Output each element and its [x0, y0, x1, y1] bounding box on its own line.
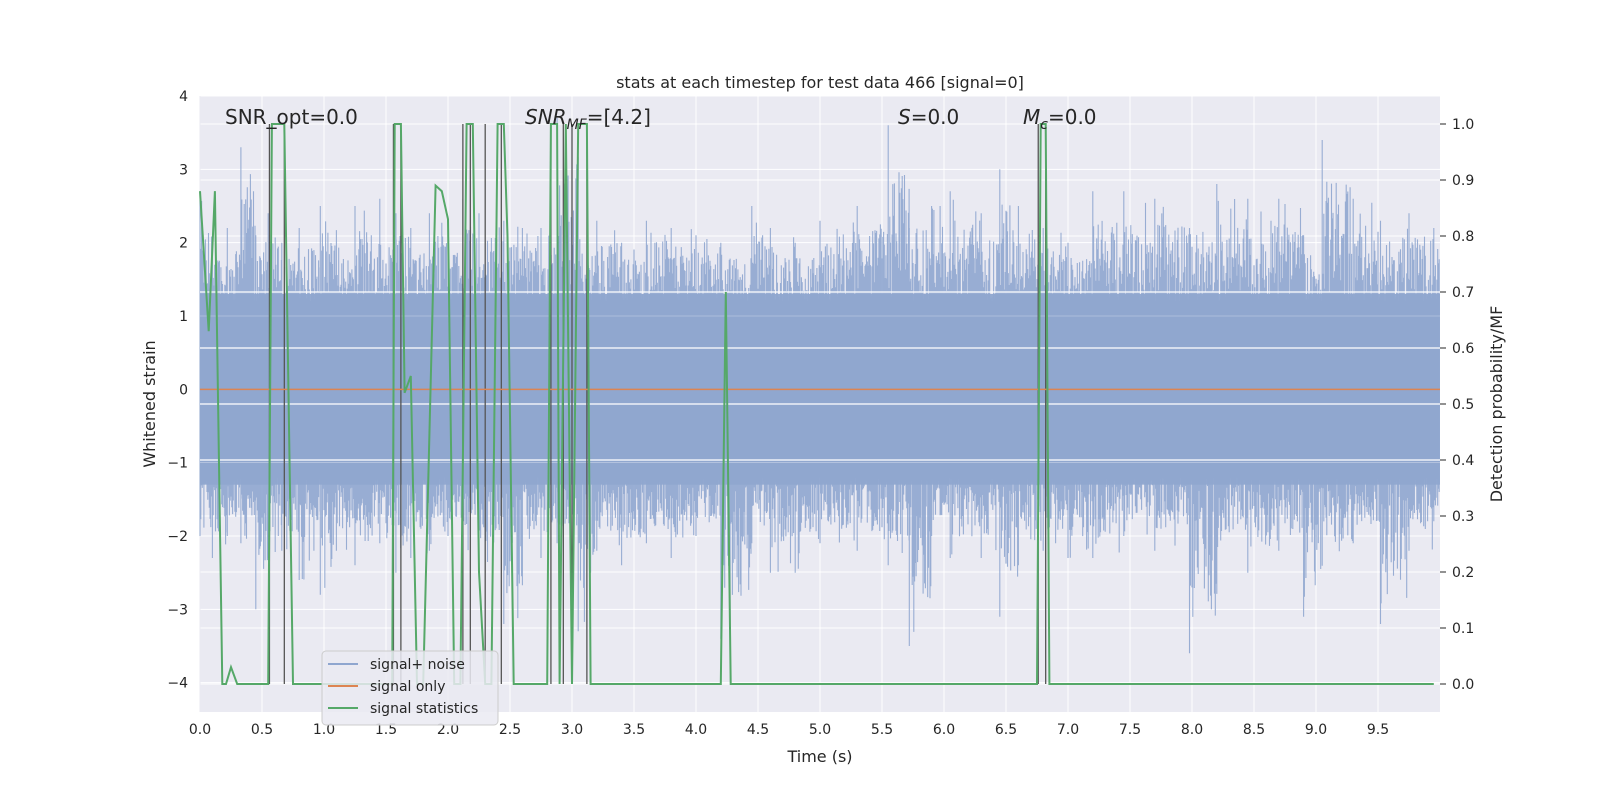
- s-value: =0.0: [911, 105, 960, 129]
- x-tick-label: 0.5: [251, 722, 273, 738]
- x-tick-label: 9.5: [1367, 722, 1389, 738]
- x-tick-label: 6.0: [933, 722, 955, 738]
- y-left-tick-label: −3: [167, 602, 188, 618]
- legend: signal+ noise signal only signal statist…: [321, 650, 499, 726]
- y-right-tick-label: 0.8: [1452, 229, 1474, 245]
- x-tick-label: 5.5: [871, 722, 893, 738]
- x-tick-label: 5.0: [809, 722, 831, 738]
- y-right-tick-label: 0.3: [1452, 509, 1474, 525]
- signal-statistics-line: [199, 123, 1434, 685]
- y-axis-right-label: Detection probability/MF: [1487, 306, 1506, 503]
- y-right-tick-label: 0.2: [1452, 565, 1474, 581]
- x-tick-label: 7.0: [1057, 722, 1079, 738]
- x-axis-label: Time (s): [786, 747, 852, 766]
- mc-value: =0.0: [1048, 105, 1097, 129]
- annotation-mc: Mc=0.0: [1023, 105, 1097, 133]
- legend-label-stats: signal statistics: [370, 701, 478, 717]
- legend-label-signal: signal only: [370, 679, 445, 695]
- y-axis-right-ticks: 1.0 0.9 0.8 0.7 0.6 0.5 0.4 0.3 0.2 0.1 0.0: [1440, 117, 1474, 693]
- legend-box: [321, 650, 499, 726]
- y-left-tick-label: −4: [167, 676, 188, 692]
- y-left-tick-label: 3: [179, 162, 188, 178]
- x-tick-label: 2.5: [499, 722, 521, 738]
- snr-mf-sub: MF: [567, 117, 588, 133]
- chart-title: stats at each timestep for test data 466…: [616, 73, 1024, 92]
- x-tick-label: 8.0: [1181, 722, 1203, 738]
- x-tick-label: 1.5: [375, 722, 397, 738]
- mc-sub: c: [1040, 117, 1048, 133]
- mc-prefix: M: [1023, 105, 1040, 129]
- x-axis-ticks: 0.0 0.5 1.0 1.5 2.0 2.5 3.0 3.5 4.0 4.5 5.0 5.5 6.0 6…: [189, 722, 1389, 738]
- y-right-tick-label: 0.0: [1452, 677, 1474, 693]
- x-tick-label: 2.0: [437, 722, 459, 738]
- y-left-tick-label: 1: [179, 309, 188, 325]
- y-left-tick-label: −2: [167, 529, 188, 545]
- s-prefix: S: [898, 105, 911, 129]
- snr-mf-value: =[4.2]: [587, 105, 651, 129]
- snr-mf-prefix: SNR: [525, 105, 567, 129]
- x-tick-label: 9.0: [1305, 722, 1327, 738]
- x-tick-label: 8.5: [1243, 722, 1265, 738]
- y-right-tick-label: 0.1: [1452, 621, 1474, 637]
- y-left-tick-label: 4: [179, 89, 188, 105]
- y-left-tick-label: 2: [179, 236, 188, 252]
- x-tick-label: 6.5: [995, 722, 1017, 738]
- annotation-s: S=0.0: [898, 105, 959, 129]
- legend-label-noise: signal+ noise: [370, 657, 465, 673]
- y-right-tick-label: 0.9: [1452, 173, 1474, 189]
- y-right-tick-label: 1.0: [1452, 117, 1474, 133]
- x-tick-label: 3.0: [561, 722, 583, 738]
- y-left-tick-label: −1: [167, 456, 188, 472]
- annotation-snr-opt: SNR_opt=0.0: [225, 105, 358, 129]
- y-axis-left-label: Whitened strain: [140, 340, 159, 467]
- y-left-tick-label: 0: [179, 382, 188, 398]
- y-right-tick-label: 0.6: [1452, 341, 1474, 357]
- x-tick-label: 0.0: [189, 722, 211, 738]
- x-tick-label: 1.0: [313, 722, 335, 738]
- x-tick-label: 7.5: [1119, 722, 1141, 738]
- y-right-tick-label: 0.7: [1452, 285, 1474, 301]
- x-tick-label: 4.0: [685, 722, 707, 738]
- x-tick-label: 4.5: [747, 722, 769, 738]
- y-right-tick-label: 0.5: [1452, 397, 1474, 413]
- y-axis-left-ticks: 4 3 2 1 0 −1 −2 −3 −4: [167, 89, 188, 692]
- y-right-tick-label: 0.4: [1452, 453, 1474, 469]
- annotation-snr-mf: SNRMF=[4.2]: [525, 105, 651, 133]
- x-tick-label: 3.5: [623, 722, 645, 738]
